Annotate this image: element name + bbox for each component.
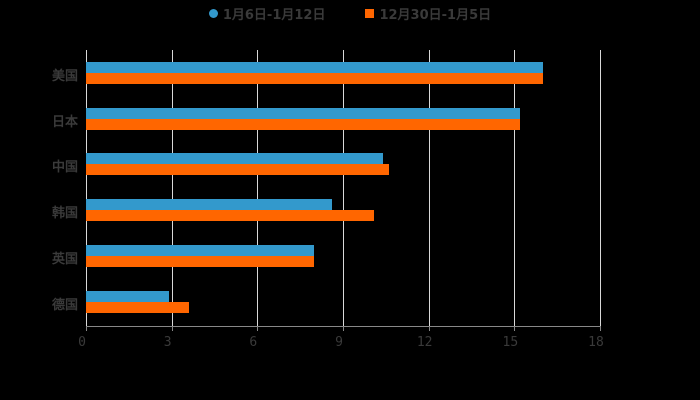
bar[interactable] xyxy=(86,153,383,165)
bar[interactable] xyxy=(86,244,315,256)
x-tick xyxy=(171,326,173,331)
x-tick-label: 18 xyxy=(588,335,604,350)
legend-label: 1月6日-1月12日 xyxy=(222,8,326,23)
legend-label: 12月30日-1月5日 xyxy=(379,8,492,23)
legend-item-series-2[interactable]: 12月30日-1月5日 xyxy=(365,4,491,23)
x-tick xyxy=(514,326,516,331)
x-tick-label: 0 xyxy=(78,335,86,350)
legend-square-icon xyxy=(365,9,375,18)
category-label: 日本 xyxy=(51,114,78,130)
category-label: 中国 xyxy=(51,160,78,176)
category-label: 德国 xyxy=(51,297,78,313)
bar[interactable] xyxy=(86,164,389,176)
x-tick xyxy=(600,326,601,331)
x-tick xyxy=(428,326,430,331)
gridline xyxy=(343,50,344,326)
x-tick-label: 6 xyxy=(249,335,258,350)
x-tick xyxy=(343,326,344,331)
gridline xyxy=(428,50,430,326)
x-tick xyxy=(86,326,87,331)
legend: 1月6日-1月12日 12月30日-1月5日 xyxy=(0,4,700,23)
gridline xyxy=(514,50,516,326)
gridline xyxy=(86,50,87,326)
bar[interactable] xyxy=(86,210,375,222)
bar[interactable] xyxy=(86,107,521,119)
x-tick-label: 3 xyxy=(163,335,172,350)
bar[interactable] xyxy=(86,255,315,267)
bar[interactable] xyxy=(86,290,169,302)
x-tick-label: 9 xyxy=(335,335,343,350)
bar[interactable] xyxy=(86,199,332,211)
bar[interactable] xyxy=(86,62,543,73)
gridline xyxy=(600,50,601,326)
legend-item-series-1[interactable]: 1月6日-1月12日 xyxy=(208,4,326,23)
bar[interactable] xyxy=(86,118,521,130)
bar[interactable] xyxy=(86,73,543,84)
x-tick-label: 15 xyxy=(502,335,519,350)
x-tick-label: 12 xyxy=(416,335,433,350)
legend-dot-icon xyxy=(208,9,218,18)
gridline xyxy=(257,50,259,326)
category-label: 英国 xyxy=(51,251,78,267)
x-tick xyxy=(257,326,259,331)
gridline xyxy=(171,50,173,326)
category-label: 美国 xyxy=(51,69,78,84)
x-axis xyxy=(86,326,600,327)
bar[interactable] xyxy=(86,301,189,313)
category-label: 韩国 xyxy=(51,206,78,222)
